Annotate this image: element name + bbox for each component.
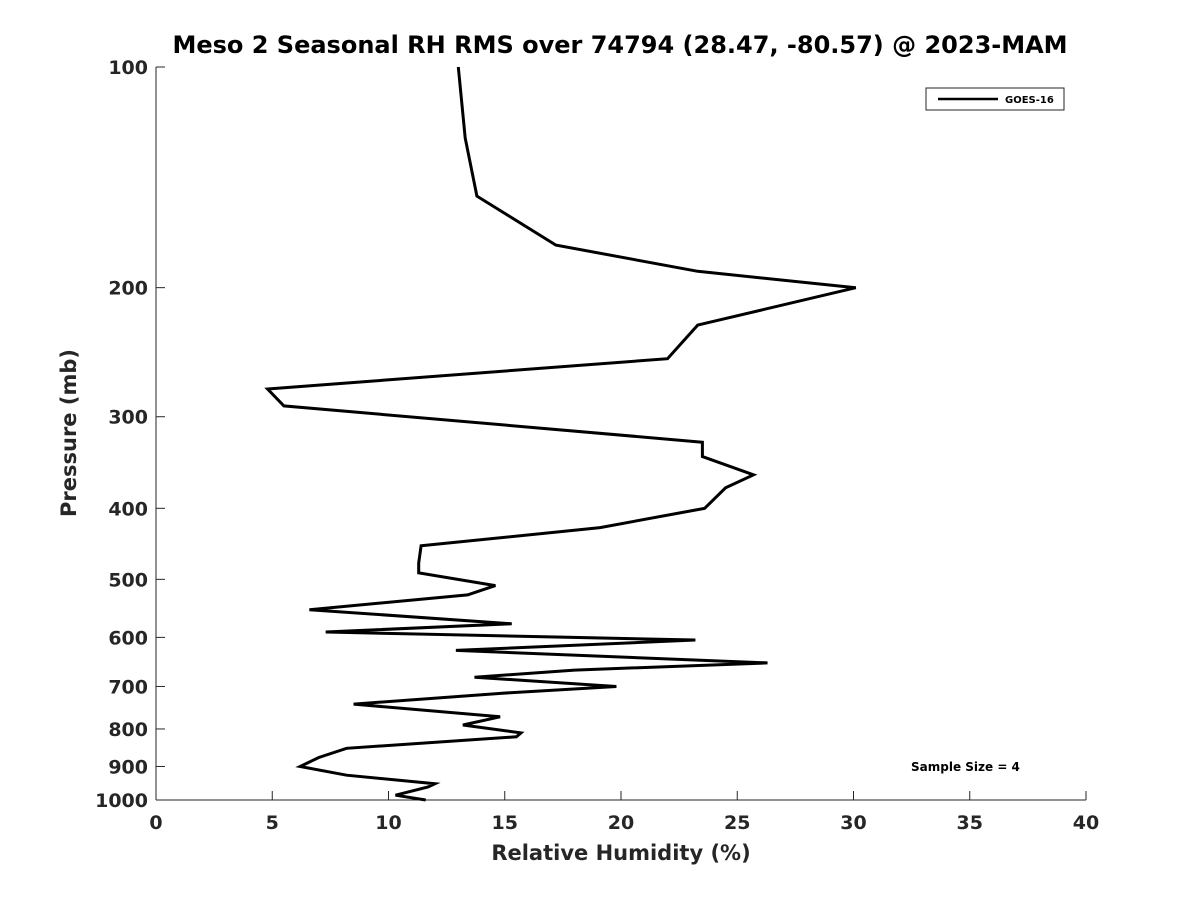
y-tick-label: 300	[108, 407, 148, 429]
legend-label-goes-16: GOES-16	[1005, 95, 1054, 106]
x-tick-label: 25	[724, 812, 750, 834]
series-layer	[264, 66, 857, 802]
chart-title: Meso 2 Seasonal RH RMS over 74794 (28.47…	[172, 31, 1067, 59]
y-tick-label: 200	[108, 278, 148, 300]
x-tick-label: 10	[375, 812, 401, 834]
series-line-goes-16	[264, 66, 857, 802]
y-tick-label: 900	[108, 756, 148, 778]
y-axis-label: Pressure (mb)	[57, 349, 81, 517]
x-axis-label: Relative Humidity (%)	[491, 841, 750, 865]
y-tick-label: 800	[108, 719, 148, 741]
x-tick-label: 35	[957, 812, 983, 834]
x-axis-ticks: 0 5 10 15 20 25 30 35 40	[149, 791, 1099, 834]
x-tick-label: 15	[492, 812, 518, 834]
y-tick-label: 500	[108, 569, 148, 591]
x-tick-label: 40	[1073, 812, 1099, 834]
y-axis-ticks: 100 200 300 400 500 600 700 800 900 1000	[95, 57, 165, 812]
x-tick-label: 5	[266, 812, 279, 834]
y-tick-label: 100	[108, 57, 148, 79]
y-tick-label: 400	[108, 498, 148, 520]
legend: GOES-16	[925, 87, 1065, 111]
y-tick-label: 600	[108, 627, 148, 649]
x-tick-label: 30	[840, 812, 866, 834]
x-tick-label: 0	[149, 812, 162, 834]
y-tick-label: 700	[108, 676, 148, 698]
sample-size-annotation: Sample Size = 4	[911, 760, 1020, 774]
x-tick-label: 20	[608, 812, 634, 834]
y-tick-label: 1000	[95, 790, 148, 812]
plot-area	[156, 67, 1086, 800]
